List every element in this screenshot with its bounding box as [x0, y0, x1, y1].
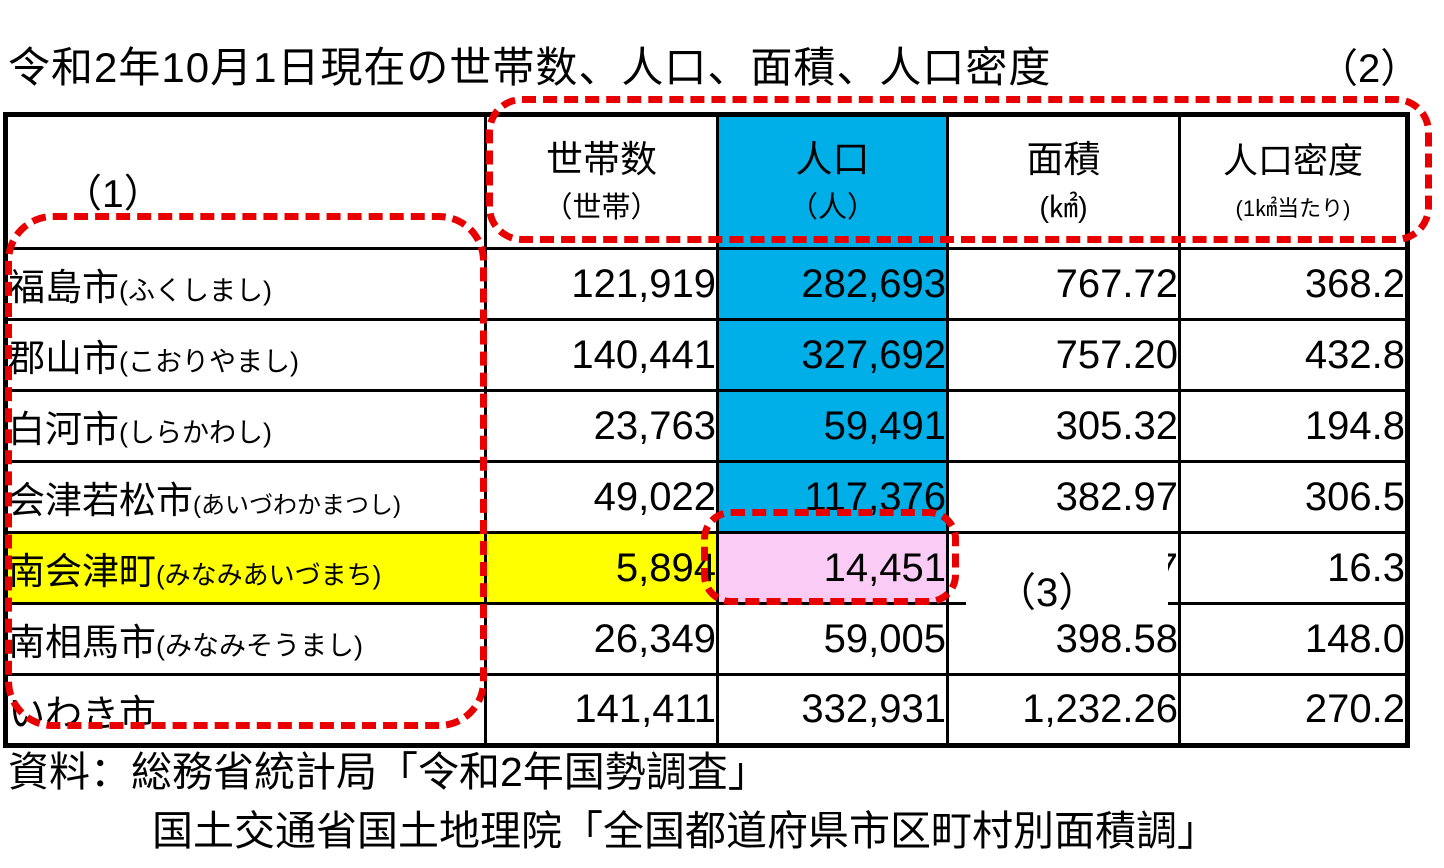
- annotation-label-1: （1）: [63, 173, 163, 216]
- population-cell: 332,931: [716, 673, 949, 747]
- city-name: 南会津町: [8, 551, 157, 592]
- city-reading: (あいづわかまつし): [193, 492, 401, 519]
- density-cell: 432.8: [1178, 318, 1409, 392]
- population-cell: 59,005: [716, 602, 949, 676]
- area-cell: 398.58: [946, 602, 1181, 676]
- area-cell: 757.20: [946, 318, 1181, 392]
- density-cell: 194.8: [1178, 389, 1409, 463]
- statistics-table: （1） 世帯数 （世帯） 人口 （人） 面積 (㎢): [3, 112, 1410, 748]
- households-cell: 121,919: [484, 247, 719, 321]
- header-density-unit: (1㎢当たり): [1235, 195, 1351, 221]
- table-row: 会津若松市(あいづわかまつし) 49,022 117,376 382.97 30…: [4, 460, 1409, 534]
- area-cell: 767.72: [946, 247, 1181, 321]
- header-households-label: 世帯数: [546, 139, 657, 181]
- header-population-unit: （人）: [788, 191, 876, 224]
- table-row: いわき市 141,411 332,931 1,232.26 270.2: [4, 673, 1409, 747]
- header-population: 人口 （人）: [716, 113, 949, 250]
- header-households: 世帯数 （世帯）: [484, 113, 719, 250]
- city-name: 南相馬市: [8, 622, 157, 663]
- annotation-label-2: （2）: [1318, 47, 1421, 91]
- density-cell: 306.5: [1178, 460, 1409, 534]
- page-title: 令和2年10月1日現在の世帯数、人口、面積、人口密度: [8, 44, 1052, 91]
- area-cell: 1,232.26: [946, 673, 1181, 747]
- header-population-label: 人口: [795, 139, 870, 181]
- city-name-cell: 福島市(ふくしまし): [4, 247, 487, 321]
- city-name: 白河市: [8, 409, 120, 450]
- city-name-cell: 南会津町(みなみあいづまち): [4, 531, 487, 605]
- header-corner-cell: （1）: [4, 113, 487, 250]
- city-name-cell: 会津若松市(あいづわかまつし): [4, 460, 487, 534]
- population-cell: 14,451: [716, 531, 949, 605]
- table-row: 福島市(ふくしまし) 121,919 282,693 767.72 368.2: [4, 247, 1409, 321]
- households-cell: 140,441: [484, 318, 719, 392]
- source-note-line1: 資料：総務省統計局「令和2年国勢調査」: [8, 749, 769, 795]
- header-area: 面積 (㎢): [946, 113, 1181, 250]
- city-name-cell: 南相馬市(みなみそうまし): [4, 602, 487, 676]
- annotation-label-3: （3）: [966, 538, 1168, 614]
- table-row: 白河市(しらかわし) 23,763 59,491 305.32 194.8: [4, 389, 1409, 463]
- households-cell: 23,763: [484, 389, 719, 463]
- table-row-highlighted: 南会津町(みなみあいづまち) 5,894 14,451 886.47 16.3: [4, 531, 1409, 605]
- population-cell: 59,491: [716, 389, 949, 463]
- population-cell: 327,692: [716, 318, 949, 392]
- density-cell: 270.2: [1178, 673, 1409, 747]
- city-name: 会津若松市: [8, 480, 194, 521]
- table-row: 南相馬市(みなみそうまし) 26,349 59,005 398.58 148.0: [4, 602, 1409, 676]
- header-area-label: 面積: [1026, 139, 1101, 181]
- city-name-cell: 郡山市(こおりやまし): [4, 318, 487, 392]
- density-cell: 16.3: [1178, 531, 1409, 605]
- header-households-unit: （世帯）: [543, 191, 660, 224]
- city-reading: (みなみそうまし): [156, 631, 363, 661]
- table-header-row: （1） 世帯数 （世帯） 人口 （人） 面積 (㎢): [4, 113, 1409, 250]
- density-cell: 148.0: [1178, 602, 1409, 676]
- population-cell: 282,693: [716, 247, 949, 321]
- households-cell: 49,022: [484, 460, 719, 534]
- city-reading: (こおりやまし): [119, 347, 299, 377]
- city-name: いわき市: [8, 692, 157, 734]
- city-name-cell: 白河市(しらかわし): [4, 389, 487, 463]
- city-reading: (みなみあいづまち): [156, 560, 382, 590]
- header-density-label: 人口密度: [1222, 142, 1363, 182]
- population-cell: 117,376: [716, 460, 949, 534]
- city-reading: (ふくしまし): [119, 276, 272, 306]
- households-cell: 26,349: [484, 602, 719, 676]
- city-name: 福島市: [8, 267, 120, 308]
- density-cell: 368.2: [1178, 247, 1409, 321]
- city-name-cell: いわき市: [4, 673, 487, 747]
- city-name: 郡山市: [8, 338, 120, 379]
- area-cell: 382.97: [946, 460, 1181, 534]
- area-cell: 305.32: [946, 389, 1181, 463]
- city-reading: (しらかわし): [119, 418, 272, 448]
- header-density: 人口密度 (1㎢当たり): [1178, 113, 1409, 250]
- households-cell: 5,894: [484, 531, 719, 605]
- households-cell: 141,411: [484, 673, 719, 747]
- table-row: 郡山市(こおりやまし) 140,441 327,692 757.20 432.8: [4, 318, 1409, 392]
- header-area-unit: (㎢): [1039, 191, 1088, 224]
- source-note-line2: 国土交通省国土地理院「全国都道府県市区町村別面積調」: [152, 808, 1218, 854]
